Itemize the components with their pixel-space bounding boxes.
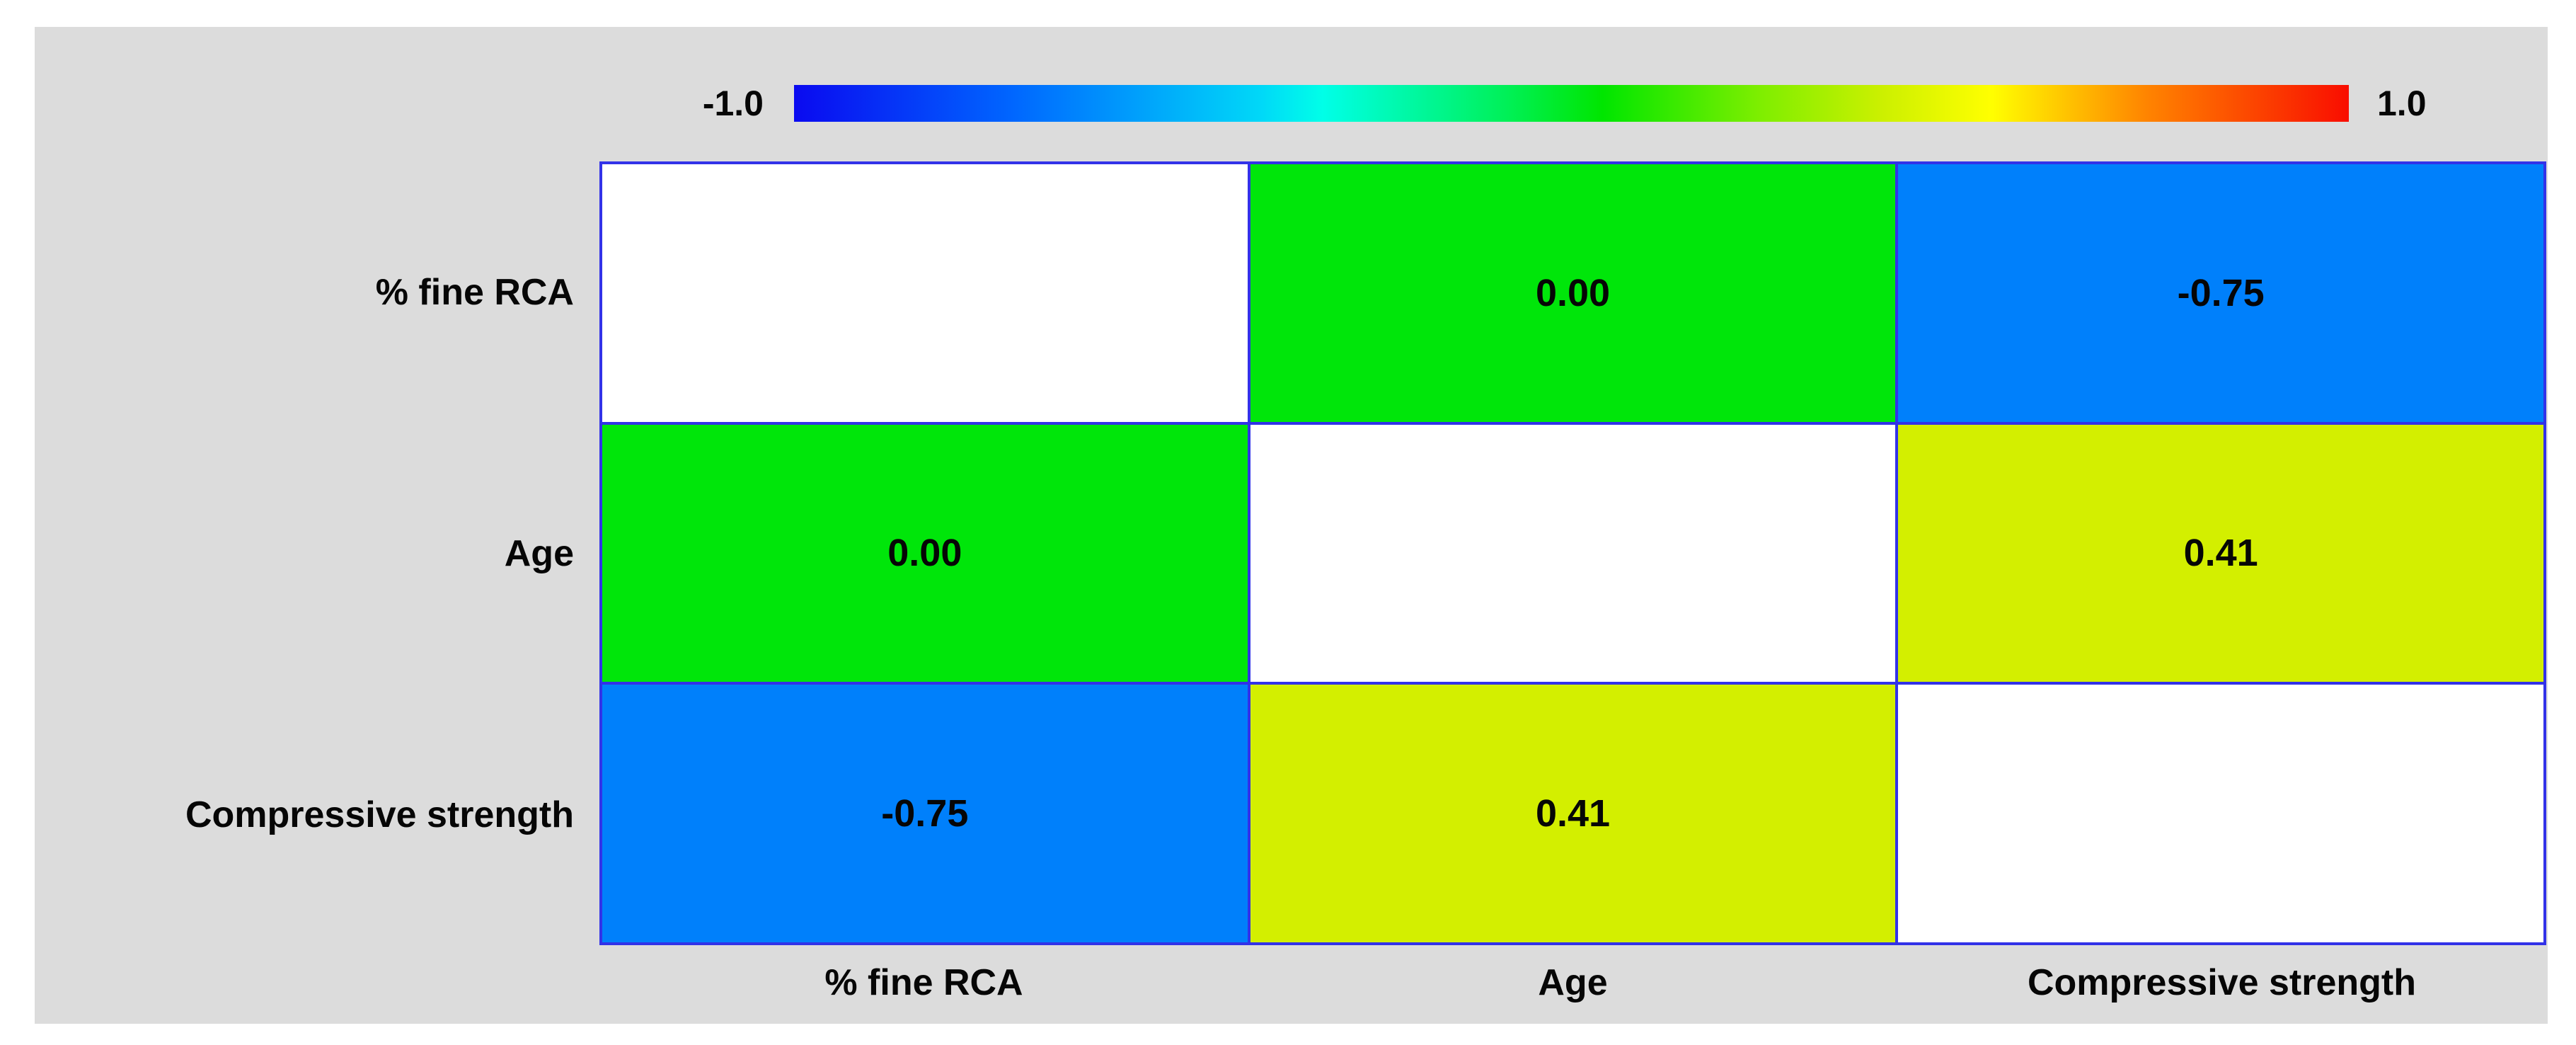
col-label-fine-rca: % fine RCA [824, 962, 1023, 1003]
colorbar-gradient [794, 85, 2349, 122]
col-label-compressive-strength: Compressive strength [2027, 962, 2417, 1003]
plot-panel: -1.0 1.0 % fine RCA Age Compressive stre… [35, 27, 2548, 1024]
matrix-cell-r1c0: 0.00 [601, 423, 1249, 684]
matrix-cell-r2c1: 0.41 [1248, 683, 1897, 944]
matrix-cell-r0c1: 0.00 [1248, 163, 1897, 423]
matrix-cell-r2c2 [1897, 683, 2545, 944]
matrix-cell-r1c2: 0.41 [1897, 423, 2545, 684]
matrix-cell-r2c0: -0.75 [601, 683, 1249, 944]
correlation-matrix: 0.00 -0.75 0.00 0.41 -0.75 0.41 [599, 161, 2546, 945]
row-label-age: Age [504, 533, 574, 574]
row-label-fine-rca: % fine RCA [375, 272, 574, 313]
row-label-compressive-strength: Compressive strength [185, 794, 574, 835]
colorbar-min-label: -1.0 [702, 84, 764, 123]
matrix-cell-r0c0 [601, 163, 1249, 423]
colorbar-max-label: 1.0 [2377, 84, 2427, 123]
matrix-cell-r1c1 [1248, 423, 1897, 684]
col-label-age: Age [1538, 962, 1608, 1003]
matrix-cell-r0c2: -0.75 [1897, 163, 2545, 423]
